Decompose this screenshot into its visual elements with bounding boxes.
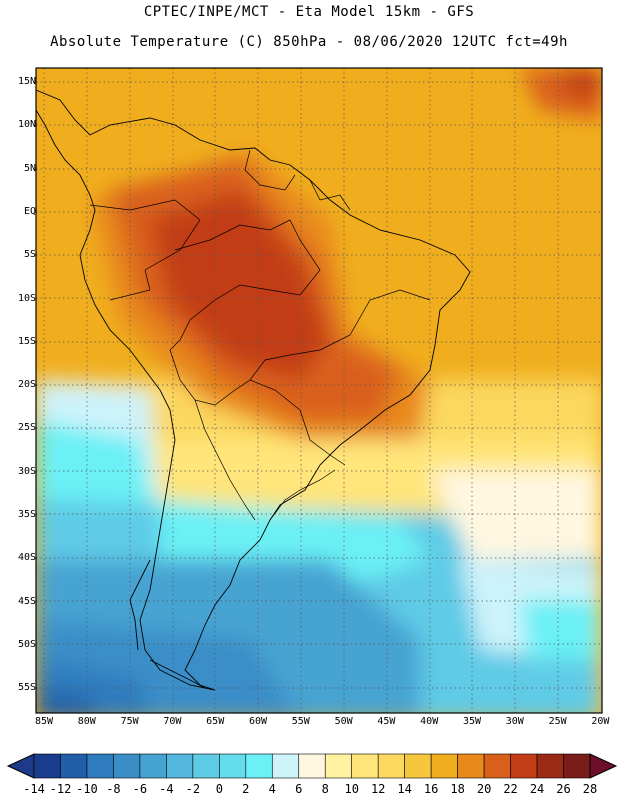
colorbar-swatch: [245, 753, 273, 779]
colorbar: [6, 753, 618, 779]
lon-label: 20W: [591, 716, 610, 727]
lon-label: 75W: [120, 716, 139, 727]
colorbar-label: 8: [321, 782, 329, 796]
lat-label: 55S: [17, 682, 36, 694]
colorbar-swatch: [33, 753, 61, 779]
colorbar-swatch: [404, 753, 432, 779]
colorbar-swatch: [324, 753, 353, 779]
colorbar-label: 14: [397, 782, 412, 796]
lon-label: 65W: [206, 716, 225, 727]
colorbar-label: 2: [242, 782, 250, 796]
colorbar-label: -2: [185, 782, 201, 796]
lon-label: 80W: [77, 716, 96, 727]
colorbar-label: 4: [268, 782, 276, 796]
lon-label: 70W: [163, 716, 182, 727]
colorbar-label: 16: [423, 782, 439, 796]
colorbar-label: -4: [159, 782, 174, 796]
colorbar-low-arrow: [6, 753, 35, 779]
colorbar-swatch: [298, 753, 326, 779]
coastlines: [36, 89, 471, 691]
colorbar-label: 28: [582, 782, 598, 796]
colorbar-swatch: [377, 753, 405, 779]
map-frame: [35, 67, 603, 714]
lon-label: 40W: [420, 716, 439, 727]
colorbar-swatch: [271, 753, 300, 779]
country-borders: [89, 149, 431, 521]
lat-label: 25S: [17, 422, 36, 434]
title-line-1: CPTEC/INPE/MCT - Eta Model 15km - GFS: [143, 4, 475, 20]
lon-label: 50W: [334, 716, 353, 727]
colorbar-label: -14: [23, 782, 45, 796]
lat-label: 5S: [23, 249, 36, 261]
lat-label: 45S: [17, 595, 36, 607]
colorbar-swatch: [139, 753, 167, 779]
temperature-field: [36, 68, 602, 713]
colorbar-swatch: [192, 753, 220, 779]
colorbar-label: 12: [370, 782, 386, 796]
colorbar-swatch: [563, 753, 591, 779]
colorbar-label: 22: [503, 782, 518, 796]
lat-label: 5N: [23, 162, 36, 174]
lat-label: 40S: [17, 552, 36, 564]
colorbar-swatch: [457, 753, 485, 779]
colorbar-swatch: [60, 753, 88, 779]
title-line-2: Absolute Temperature (C) 850hPa - 08/06/…: [50, 34, 568, 50]
colorbar-label: -6: [132, 782, 148, 796]
lat-label: 15S: [17, 335, 36, 347]
lon-label: 35W: [462, 716, 482, 727]
colorbar-swatch: [430, 753, 458, 779]
colorbar-label: 0: [215, 782, 223, 796]
colorbar-label: -12: [49, 782, 72, 796]
colorbar-label: -8: [106, 782, 121, 796]
colorbar-swatch: [86, 753, 114, 779]
lon-label: 25W: [548, 716, 567, 727]
colorbar-high-arrow: [589, 753, 618, 779]
colorbar-swatch: [351, 753, 379, 779]
lat-label: 10N: [17, 119, 36, 131]
lat-label: 30S: [17, 465, 36, 477]
colorbar-swatch: [483, 753, 511, 779]
colorbar-label: 10: [344, 782, 359, 796]
lon-label: 60W: [248, 716, 268, 727]
lon-label: 55W: [291, 716, 310, 727]
colorbar-label: 24: [529, 782, 545, 796]
colorbar-label: -10: [76, 782, 98, 796]
lat-label: 50S: [17, 638, 36, 650]
lat-label: 15N: [17, 76, 36, 87]
lat-label: 35S: [17, 509, 36, 520]
colorbar-swatch: [219, 753, 247, 779]
lon-label: 30W: [505, 716, 524, 727]
lat-label: EQ: [23, 205, 36, 217]
colorbar-label: 26: [556, 782, 571, 796]
lat-label: 20S: [17, 379, 36, 391]
colorbar-swatch: [510, 753, 538, 779]
colorbar-swatch: [166, 753, 194, 779]
lon-label: 45W: [377, 716, 396, 727]
lon-label: 85W: [34, 716, 54, 727]
colorbar-label: 20: [476, 782, 492, 796]
colorbar-swatch: [113, 753, 141, 779]
lat-label: 10S: [17, 292, 36, 304]
colorbar-label: 6: [295, 782, 303, 796]
colorbar-swatch: [536, 753, 564, 779]
colorbar-label: 18: [450, 782, 465, 796]
